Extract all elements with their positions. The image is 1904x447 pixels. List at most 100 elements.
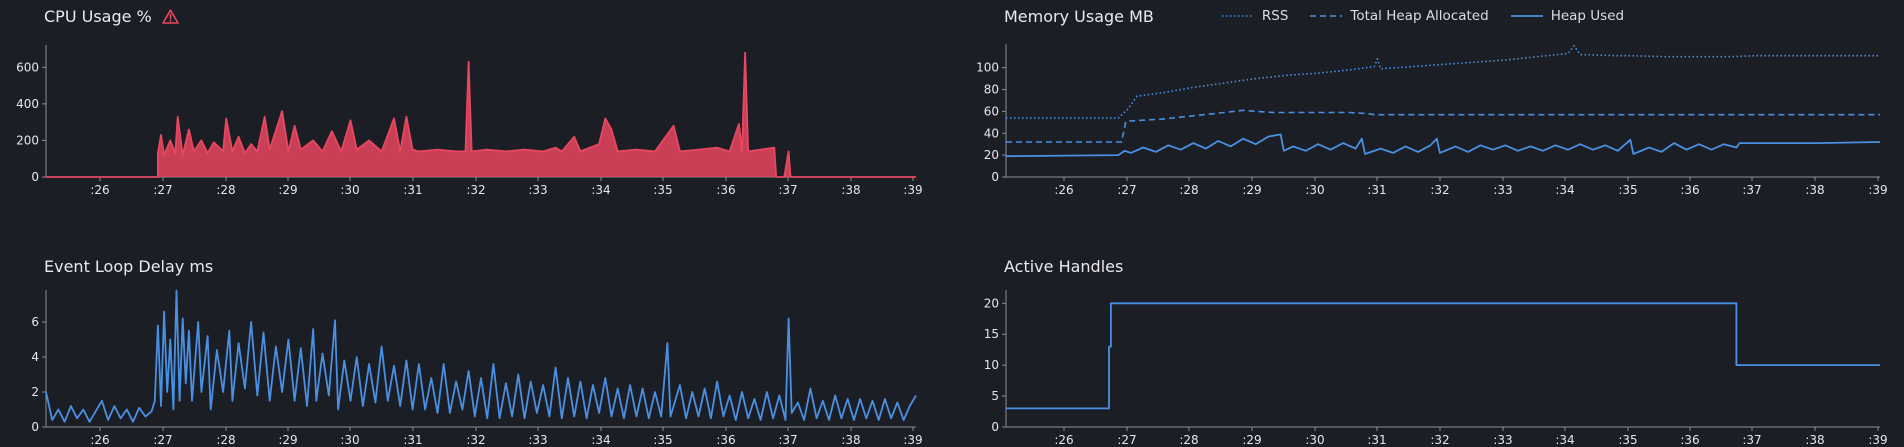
active-handles-panel: Active Handles 0 5 10 15 20:26:27:28:29:30:3… (960, 250, 1904, 447)
y-tick-label: 0 (991, 170, 999, 184)
total-heap-line-swatch (1310, 15, 1343, 17)
x-tick-label: :27 (153, 183, 172, 197)
x-tick-label: :36 (1680, 433, 1699, 447)
x-tick-label: :38 (1805, 183, 1824, 197)
x-tick-label: :33 (1493, 433, 1512, 447)
x-tick-label: :37 (778, 433, 797, 447)
x-tick-label: :32 (1430, 433, 1449, 447)
x-tick-label: :37 (778, 183, 797, 197)
x-tick-label: :28 (216, 183, 235, 197)
rss-series-line (1006, 44, 1880, 119)
event-loop-delay-panel: Event Loop Delay ms 0 2 4 6:26:27:28:29:30:… (0, 250, 940, 447)
cpu-usage-panel: CPU Usage % 0 200 400 600:26:27:28:29:30:31… (0, 0, 940, 220)
x-tick-label: :37 (1742, 183, 1761, 197)
memory-usage-panel: Memory Usage MB RSS Total Heap Allocated… (960, 0, 1904, 220)
event-loop-panel-title: Event Loop Delay ms (44, 256, 214, 276)
memory-panel-title: Memory Usage MB (1004, 6, 1154, 26)
x-tick-label: :28 (1179, 433, 1198, 447)
x-tick-label: :31 (403, 433, 422, 447)
x-tick-label: :29 (1242, 433, 1261, 447)
y-tick-label: 0 (31, 420, 39, 434)
cpu-series-area (46, 52, 916, 178)
legend-total-heap-label: Total Heap Allocated (1350, 8, 1489, 24)
x-tick-label: :35 (653, 183, 672, 197)
heap-used-series-line (1005, 133, 1881, 158)
x-tick-label: :28 (216, 433, 235, 447)
x-tick-label: :29 (1242, 183, 1261, 197)
x-tick-label: :30 (340, 183, 359, 197)
memory-panel-header: Memory Usage MB RSS Total Heap Allocated… (1004, 4, 1646, 28)
event_loop-series-line (45, 289, 917, 423)
x-tick-label: :32 (466, 183, 485, 197)
x-tick-label: :32 (466, 433, 485, 447)
x-tick-label: :32 (1430, 183, 1449, 197)
x-tick-label: :33 (1493, 183, 1512, 197)
y-tick-label: 100 (976, 61, 999, 75)
x-tick-label: :27 (1117, 433, 1136, 447)
x-tick-label: :31 (1367, 433, 1386, 447)
legend-heap-used[interactable]: Heap Used (1510, 8, 1625, 24)
x-tick-label: :34 (1555, 183, 1574, 197)
x-tick-label: :39 (1868, 433, 1887, 447)
y-tick-label: 20 (984, 148, 999, 162)
x-tick-label: :29 (278, 183, 297, 197)
x-tick-label: :34 (1555, 433, 1574, 447)
cpu-series-line (46, 51, 916, 178)
total-heap-allocated-series-line (1006, 109, 1880, 143)
cpu-panel-title: CPU Usage % (44, 6, 152, 26)
y-tick-label: 0 (991, 420, 999, 434)
x-tick-label: :39 (903, 183, 922, 197)
legend-heap-used-label: Heap Used (1550, 8, 1625, 24)
x-tick-label: :35 (1618, 183, 1637, 197)
legend-rss-label: RSS (1261, 8, 1289, 24)
x-tick-label: :35 (1618, 433, 1637, 447)
x-tick-label: :27 (1117, 183, 1136, 197)
warning-triangle-icon[interactable] (161, 8, 179, 24)
heap-used-line-swatch (1510, 15, 1543, 17)
x-tick-label: :26 (90, 433, 109, 447)
x-tick-label: :38 (841, 433, 860, 447)
y-tick-label: 2 (31, 385, 39, 399)
memory-usage-chart[interactable]: 0 20 40 60 80 100 :26 :27 :28 :29 :30 :31 :32 :33 :34:… (960, 0, 1904, 200)
y-tick-label: 200 (16, 133, 39, 147)
x-tick-label: :38 (841, 183, 860, 197)
x-tick-label: :36 (716, 433, 735, 447)
x-tick-label: :37 (1742, 433, 1761, 447)
x-tick-label: :27 (153, 433, 172, 447)
x-tick-label: :36 (716, 183, 735, 197)
x-tick-label: :38 (1805, 433, 1824, 447)
cpu-usage-chart[interactable]: 0 200 400 600:26:27:28:29:30:31:32:33:34:35… (0, 0, 940, 200)
rss-line-swatch (1221, 15, 1254, 17)
x-tick-label: :39 (1868, 183, 1887, 197)
y-tick-label: 0 (31, 170, 39, 184)
event-loop-panel-header: Event Loop Delay ms (44, 254, 213, 278)
x-tick-label: :36 (1680, 183, 1699, 197)
y-tick-label: 400 (16, 97, 39, 111)
x-tick-label: :26 (90, 183, 109, 197)
y-tick-label: 20 (984, 296, 999, 310)
y-tick-label: 60 (984, 104, 999, 118)
y-tick-label: 5 (991, 389, 999, 403)
x-tick-label: :39 (903, 433, 922, 447)
handles-series-line (1006, 302, 1880, 410)
x-tick-label: :33 (528, 183, 547, 197)
x-tick-label: :30 (1305, 183, 1324, 197)
legend-rss[interactable]: RSS (1221, 8, 1289, 24)
x-tick-label: :29 (278, 433, 297, 447)
y-tick-label: 15 (984, 327, 999, 341)
active-handles-chart[interactable]: 0 5 10 15 20:26:27:28:29:30:31:32:33:34:35:3… (960, 250, 1904, 447)
x-tick-label: :33 (528, 433, 547, 447)
y-tick-label: 10 (984, 358, 999, 372)
handles-panel-header: Active Handles (1004, 254, 1123, 278)
x-tick-label: :35 (653, 433, 672, 447)
x-tick-label: :26 (1054, 183, 1073, 197)
x-tick-label: :28 (1179, 183, 1198, 197)
y-tick-label: 40 (984, 126, 999, 140)
x-tick-label: :34 (591, 433, 610, 447)
y-tick-label: 80 (984, 83, 999, 97)
y-tick-label: 6 (31, 315, 39, 329)
event-loop-delay-chart[interactable]: 0 2 4 6:26:27:28:29:30:31:32:33:34:35:36:37… (0, 250, 940, 447)
legend-total-heap[interactable]: Total Heap Allocated (1310, 8, 1489, 24)
x-tick-label: :31 (1367, 183, 1386, 197)
y-tick-label: 600 (16, 60, 39, 74)
